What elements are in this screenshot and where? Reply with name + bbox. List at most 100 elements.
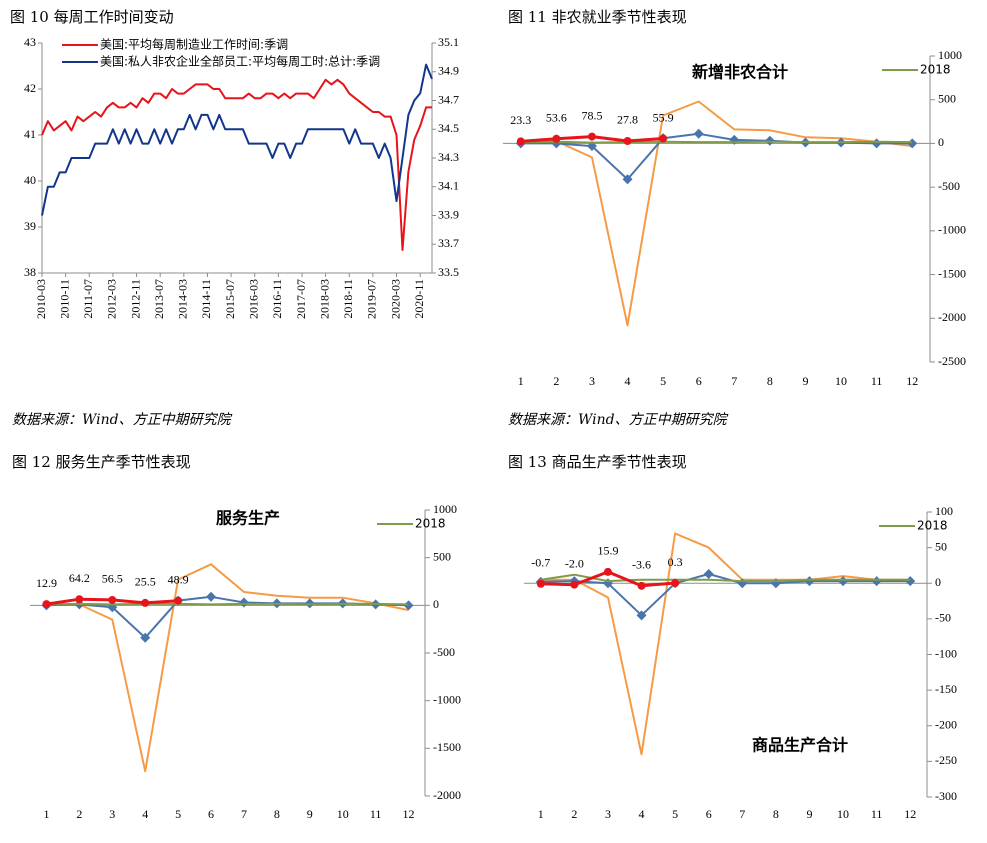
x-tick-label: 7 xyxy=(731,374,737,388)
x-tick-label: 2 xyxy=(553,374,559,388)
chart-title: 图 13 商品生产季节性表现 xyxy=(508,453,687,471)
x-tick-label: 1 xyxy=(43,807,49,821)
x-tick-label: 9 xyxy=(307,807,313,821)
x-tick-label: 2016-03 xyxy=(246,279,260,319)
legend-label: 美国:私人非农企业全部员工:平均每周工时:总计:季调 xyxy=(100,54,380,69)
x-tick-label: 6 xyxy=(706,807,712,821)
series-line xyxy=(520,100,913,327)
y-tick-label: 41 xyxy=(24,127,36,141)
point xyxy=(871,138,882,149)
point xyxy=(622,174,633,185)
x-tick-label: 2018-11 xyxy=(341,279,355,319)
data-label: -2.0 xyxy=(565,556,584,570)
y-tick-label: -1000 xyxy=(433,692,461,706)
x-tick-label: 10 xyxy=(337,807,349,821)
chart-title: 图 11 非农就业季节性表现 xyxy=(508,8,687,26)
point xyxy=(587,132,596,141)
y-tick-label: -2500 xyxy=(938,354,966,368)
x-tick-label: 2010-11 xyxy=(57,279,71,319)
x-tick-label: 4 xyxy=(142,807,148,821)
data-label: -3.6 xyxy=(632,558,651,572)
series-line xyxy=(46,602,409,606)
y-tick-label: -250 xyxy=(935,753,957,767)
x-tick-label: 2013-07 xyxy=(152,279,166,319)
y2-tick-label: 34.9 xyxy=(438,64,459,78)
x-tick-label: 2015-07 xyxy=(223,279,237,319)
chart-subtitle: 商品生产合计 xyxy=(752,736,848,755)
x-tick-label: 5 xyxy=(672,807,678,821)
y-tick-label: -150 xyxy=(935,682,957,696)
x-tick-label: 2016-11 xyxy=(270,279,284,319)
data-label: 55.9 xyxy=(653,110,674,124)
x-tick-label: 2020-03 xyxy=(388,279,402,319)
x-tick-label: 5 xyxy=(175,807,181,821)
x-tick-label: 11 xyxy=(871,807,883,821)
point xyxy=(570,580,579,589)
y-tick-label: 38 xyxy=(24,265,36,279)
y-tick-label: 1000 xyxy=(433,502,457,516)
x-tick-label: 4 xyxy=(625,374,631,388)
x-tick-label: 12 xyxy=(904,807,916,821)
y-tick-label: -2000 xyxy=(938,310,966,324)
y-tick-label: 500 xyxy=(938,91,956,105)
y2-tick-label: 33.5 xyxy=(438,265,459,279)
x-tick-label: 2014-03 xyxy=(176,279,190,319)
x-tick-label: 10 xyxy=(835,374,847,388)
point xyxy=(659,134,668,143)
x-tick-label: 11 xyxy=(871,374,883,388)
point xyxy=(838,576,849,587)
x-tick-label: 2 xyxy=(571,807,577,821)
point xyxy=(804,576,815,587)
series-line xyxy=(540,532,911,756)
series-line xyxy=(520,140,913,144)
source-note: 数据来源：Wind、方正中期研究院 xyxy=(508,412,729,428)
series-line xyxy=(540,573,911,583)
y-tick-label: 0 xyxy=(433,597,439,611)
point xyxy=(238,597,249,608)
point xyxy=(536,579,545,588)
x-tick-label: 2012-03 xyxy=(105,279,119,319)
point xyxy=(140,632,151,643)
x-tick-label: 12 xyxy=(403,807,415,821)
chart-subtitle: 服务生产 xyxy=(216,509,280,528)
data-label: 27.8 xyxy=(617,113,638,127)
x-tick-label: 7 xyxy=(739,807,745,821)
y-tick-label: 42 xyxy=(24,81,36,95)
x-tick-label: 4 xyxy=(639,807,645,821)
x-tick-label: 1 xyxy=(538,807,544,821)
x-tick-label: 11 xyxy=(370,807,382,821)
point xyxy=(108,595,117,604)
data-label: 48.9 xyxy=(168,572,189,586)
y-tick-label: 50 xyxy=(935,539,947,553)
x-tick-label: 3 xyxy=(605,807,611,821)
y-tick-label: 0 xyxy=(938,135,944,149)
data-label: -0.7 xyxy=(531,555,550,569)
y-tick-label: 500 xyxy=(433,549,451,563)
y2-tick-label: 35.1 xyxy=(438,35,459,49)
x-tick-label: 8 xyxy=(767,374,773,388)
x-tick-label: 10 xyxy=(837,807,849,821)
y-tick-label: 40 xyxy=(24,173,36,187)
x-tick-label: 6 xyxy=(696,374,702,388)
data-label: 53.6 xyxy=(546,110,567,124)
data-label: 23.3 xyxy=(510,113,531,127)
y-tick-label: -500 xyxy=(938,179,960,193)
point xyxy=(552,134,561,143)
y-tick-label: -1500 xyxy=(938,266,966,280)
legend-label: 美国:平均每周制造业工作时间:季调 xyxy=(100,37,288,52)
x-tick-label: 2 xyxy=(76,807,82,821)
point xyxy=(907,138,918,149)
point xyxy=(603,567,612,576)
x-tick-label: 2018-03 xyxy=(317,279,331,319)
y2-tick-label: 34.7 xyxy=(438,92,459,106)
series-line xyxy=(540,573,911,617)
y-tick-label: -1500 xyxy=(433,740,461,754)
y-tick-label: -500 xyxy=(433,645,455,659)
x-tick-label: 9 xyxy=(806,807,812,821)
data-label: 15.9 xyxy=(597,544,618,558)
y2-tick-label: 33.9 xyxy=(438,207,459,221)
data-label: 12.9 xyxy=(36,576,57,590)
y-tick-label: -100 xyxy=(935,646,957,660)
chart-title: 图 12 服务生产季节性表现 xyxy=(12,453,191,471)
